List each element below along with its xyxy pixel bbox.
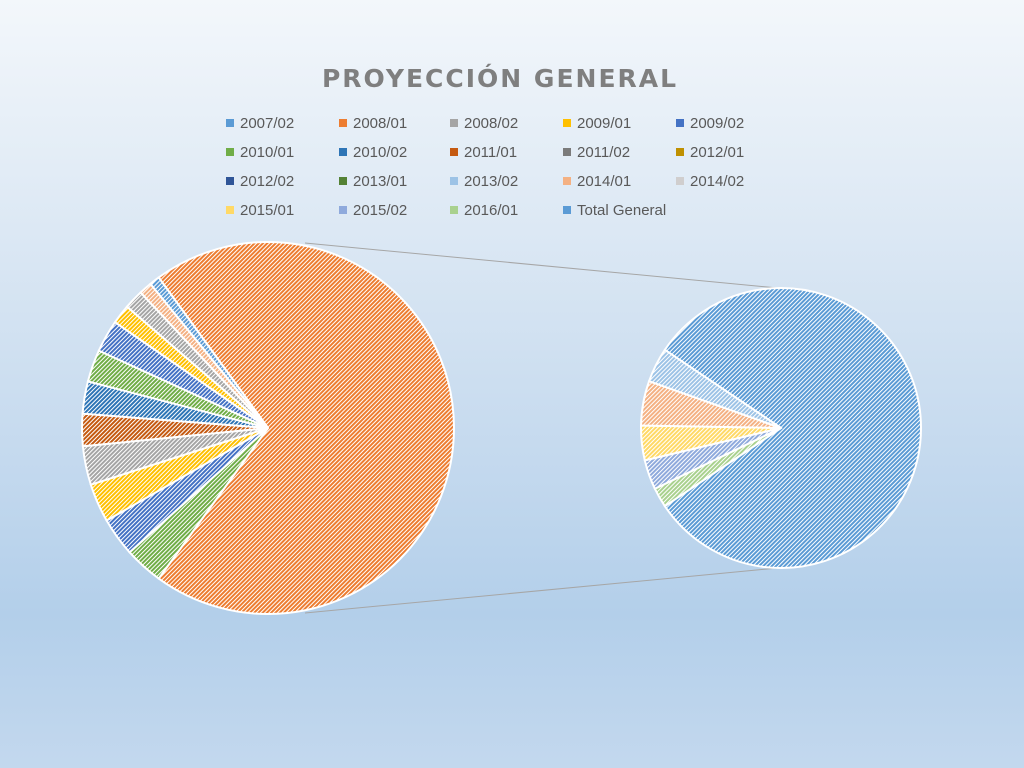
legend-row: 2012/02 2013/01 2013/02 2014/01 2014/02 xyxy=(226,171,786,200)
legend-item-2010-01: 2010/01 xyxy=(226,142,294,164)
legend-swatch xyxy=(676,148,684,157)
legend-label: 2015/02 xyxy=(353,202,408,219)
legend-swatch xyxy=(339,148,347,157)
secondary-slice-2013-02 xyxy=(647,348,782,429)
legend-label: 2013/02 xyxy=(464,173,519,190)
legend-swatch xyxy=(450,148,458,157)
legend-item-2015-01: 2015/01 xyxy=(226,200,294,222)
legend-swatch xyxy=(226,119,234,128)
legend-swatch xyxy=(676,177,684,186)
legend-label: Total General xyxy=(577,202,667,219)
legend-label: 2015/01 xyxy=(240,202,295,219)
legend-label: 2011/01 xyxy=(464,144,518,161)
legend-item-2009-01: 2009/01 xyxy=(563,113,631,135)
legend-item-2015-02: 2015/02 xyxy=(339,200,407,222)
legend-label: 2012/01 xyxy=(690,144,745,161)
legend-label: 2011/02 xyxy=(577,144,631,161)
legend-label: 2008/01 xyxy=(353,115,408,132)
legend-label: 2010/01 xyxy=(240,144,295,161)
legend-swatch xyxy=(563,177,571,186)
legend-item-2010-02: 2010/02 xyxy=(339,142,407,164)
legend-swatch xyxy=(339,119,347,128)
legend-label: 2008/02 xyxy=(464,115,519,132)
legend-item-2013-01: 2013/01 xyxy=(339,171,407,193)
legend-swatch xyxy=(339,206,347,215)
legend-label: 2013/01 xyxy=(353,173,408,190)
legend-label: 2007/02 xyxy=(240,115,295,132)
legend-item-2008-02: 2008/02 xyxy=(450,113,518,135)
legend-row: 2007/02 2008/01 2008/02 2009/01 2009/02 xyxy=(226,113,786,142)
legend-row: 2015/01 2015/02 2016/01 Total General xyxy=(226,200,786,229)
legend-item-2016-01: 2016/01 xyxy=(450,200,518,222)
legend-item-total-general: Total General xyxy=(563,200,666,222)
legend-swatch xyxy=(676,119,684,128)
legend-item-2011-01: 2011/01 xyxy=(450,142,517,164)
legend-swatch xyxy=(563,206,571,215)
legend-swatch xyxy=(450,177,458,186)
legend-item-2008-01: 2008/01 xyxy=(339,113,407,135)
chart-legend: 2007/02 2008/01 2008/02 2009/01 2009/02 2010/… xyxy=(226,113,786,229)
connector-line-bottom xyxy=(304,567,779,614)
legend-swatch xyxy=(226,148,234,157)
chart-title: PROYECCIÓN GENERAL xyxy=(321,64,679,93)
legend-label: 2016/01 xyxy=(464,202,519,219)
legend-item-2012-02: 2012/02 xyxy=(226,171,294,193)
legend-swatch xyxy=(339,177,347,186)
legend-item-2007-02: 2007/02 xyxy=(226,113,294,135)
legend-label: 2009/01 xyxy=(577,115,632,132)
legend-label: 2009/02 xyxy=(690,115,745,132)
legend-swatch xyxy=(563,119,571,128)
primary-slice-2008-01 xyxy=(157,241,455,615)
legend-row: 2010/01 2010/02 2011/01 2011/02 2012/01 xyxy=(226,142,786,171)
legend-swatch xyxy=(450,206,458,215)
secondary-slice-total-general xyxy=(663,287,922,569)
legend-item-2014-01: 2014/01 xyxy=(563,171,631,193)
legend-swatch xyxy=(226,206,234,215)
legend-item-2011-02: 2011/02 xyxy=(563,142,630,164)
legend-swatch xyxy=(450,119,458,128)
legend-item-2009-02: 2009/02 xyxy=(676,113,744,135)
legend-item-2014-02: 2014/02 xyxy=(676,171,744,193)
legend-swatch xyxy=(563,148,571,157)
legend-label: 2012/02 xyxy=(240,173,295,190)
legend-item-2013-02: 2013/02 xyxy=(450,171,518,193)
legend-swatch xyxy=(226,177,234,186)
legend-label: 2010/02 xyxy=(353,144,408,161)
legend-label: 2014/01 xyxy=(577,173,632,190)
legend-item-2012-01: 2012/01 xyxy=(676,142,744,164)
legend-label: 2014/02 xyxy=(690,173,745,190)
connector-line-top xyxy=(304,242,779,289)
primary-slice-2007-02 xyxy=(149,276,269,429)
